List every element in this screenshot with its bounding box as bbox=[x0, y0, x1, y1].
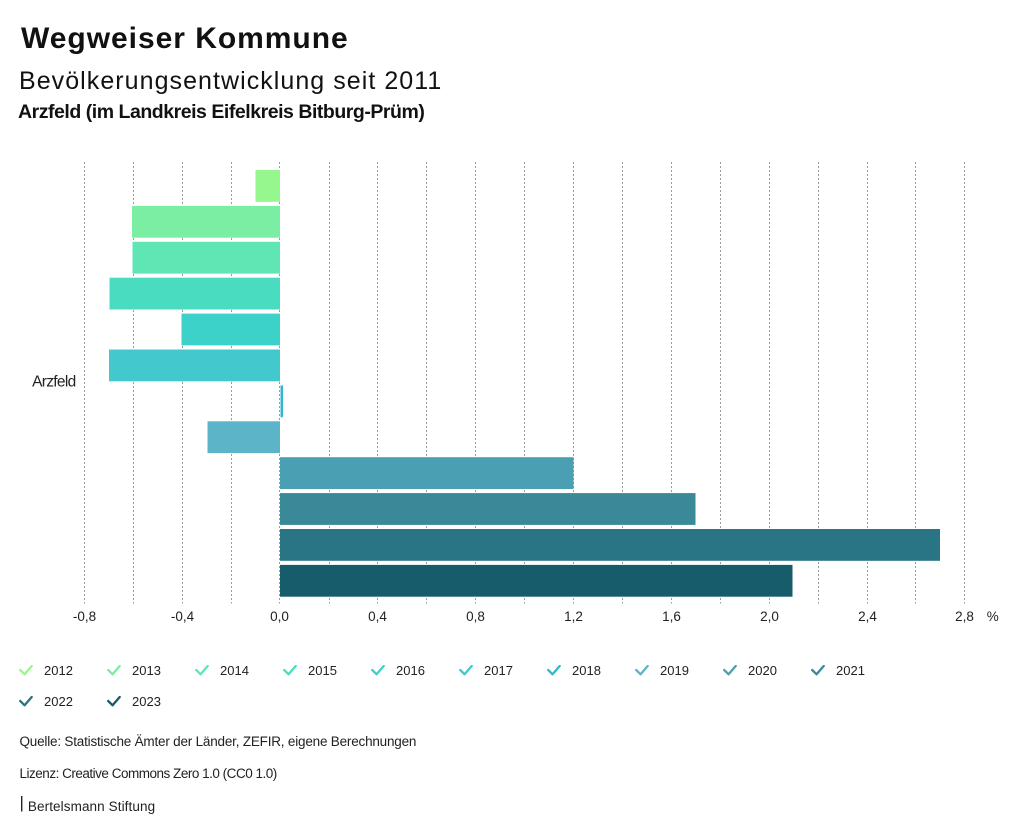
svg-text:0,0: 0,0 bbox=[270, 609, 289, 624]
svg-text:0,8: 0,8 bbox=[466, 609, 485, 624]
svg-text:1,2: 1,2 bbox=[564, 609, 583, 624]
svg-text:2,8: 2,8 bbox=[955, 609, 974, 624]
svg-text:-0,8: -0,8 bbox=[73, 609, 96, 624]
svg-text:%: % bbox=[987, 609, 999, 624]
svg-text:2,4: 2,4 bbox=[858, 609, 877, 624]
svg-text:2,0: 2,0 bbox=[760, 609, 779, 624]
svg-text:1,6: 1,6 bbox=[662, 609, 681, 624]
svg-text:0,4: 0,4 bbox=[368, 609, 387, 624]
svg-text:Arzfeld: Arzfeld bbox=[32, 374, 75, 391]
svg-text:-0,4: -0,4 bbox=[171, 609, 195, 624]
